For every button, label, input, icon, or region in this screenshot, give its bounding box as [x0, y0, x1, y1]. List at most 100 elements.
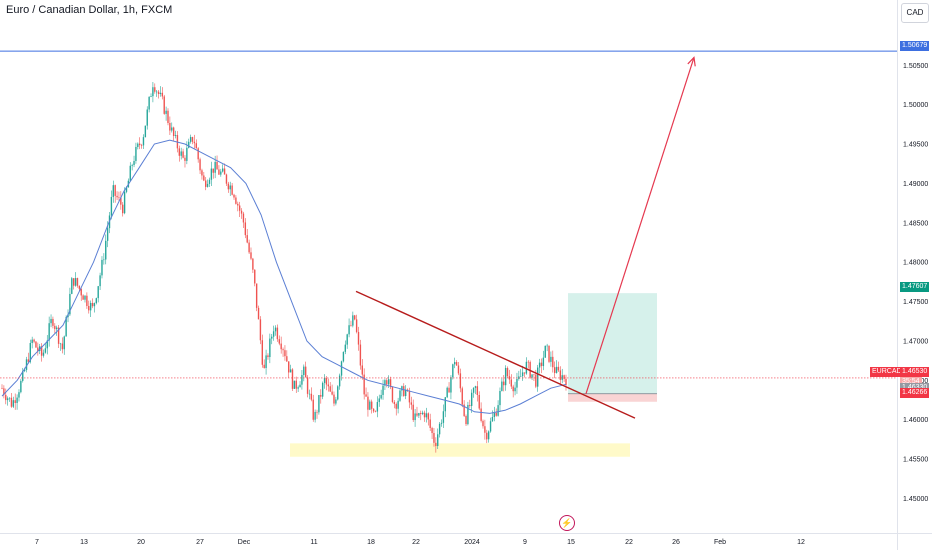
candle-body [437, 434, 439, 447]
candle-body [133, 160, 135, 165]
candle-body [140, 145, 143, 146]
candle-body [516, 378, 518, 388]
candle-body [23, 369, 26, 372]
candle-body [72, 278, 75, 286]
candle-body [25, 359, 28, 370]
candle-body [416, 413, 418, 416]
candle-body [88, 305, 90, 311]
candle-body [5, 394, 7, 401]
candle-body [376, 402, 379, 412]
y-tick-label: 1.48000 [903, 260, 928, 267]
candle-body [120, 197, 122, 205]
candle-body [491, 417, 494, 422]
candle-body [180, 151, 182, 156]
candle-body [56, 327, 58, 330]
x-tick-label: 7 [35, 539, 39, 546]
x-tick-label: 22 [625, 539, 633, 546]
candle-body [148, 96, 150, 110]
candle-body [210, 168, 213, 180]
candle-body [499, 390, 501, 406]
candle-body [52, 318, 54, 326]
candle-body [252, 258, 254, 270]
candle-body [480, 408, 482, 421]
x-tick-label: 20 [137, 539, 145, 546]
candle-body [476, 386, 479, 395]
candle-body [259, 319, 262, 341]
candle-body [420, 413, 422, 415]
candle-body [33, 339, 35, 342]
candle-body [452, 364, 454, 378]
candle-body [448, 387, 450, 393]
candle-body [240, 210, 243, 214]
candle-body [165, 110, 167, 114]
overlays-layer [0, 50, 897, 419]
current-price-tag: 1.46530 [900, 367, 930, 377]
candle-body [446, 387, 448, 398]
candle-body [455, 362, 458, 366]
candle-body [125, 187, 128, 192]
candle-body [372, 408, 375, 412]
candle-body [159, 92, 162, 95]
candle-body [369, 401, 371, 410]
candle-body [429, 419, 431, 429]
candle-body [225, 174, 228, 184]
y-tick-label: 1.49000 [903, 181, 928, 188]
candle-body [54, 325, 56, 330]
x-tick-label: 15 [567, 539, 575, 546]
candle-body [216, 161, 218, 170]
candle-body [86, 295, 88, 306]
candle-body [395, 404, 397, 409]
candle-body [310, 393, 313, 400]
candle-body [8, 397, 11, 399]
candle-body [506, 367, 509, 377]
candle-body [157, 91, 160, 95]
candle-body [355, 319, 358, 332]
candle-body [312, 399, 314, 420]
candle-body [171, 127, 173, 131]
candle-body [338, 375, 341, 387]
resistance-trendline [355, 290, 636, 419]
candle-body [374, 411, 377, 412]
candle-body [172, 127, 175, 136]
candle-body [387, 379, 390, 385]
candle-body [367, 396, 369, 410]
candle-body [404, 389, 407, 397]
candle-body [314, 411, 316, 420]
candle-body [435, 442, 437, 447]
candle-body [540, 362, 543, 367]
lightning-icon[interactable]: ⚡ [559, 515, 575, 531]
price-axis-divider [897, 0, 898, 550]
projection-arrow-head [687, 56, 696, 67]
candle-body [254, 269, 256, 284]
candle-body [152, 87, 154, 97]
y-tick-label: 1.49500 [903, 142, 928, 149]
candle-body [308, 393, 311, 395]
candle-body [378, 398, 380, 403]
candle-body [325, 378, 328, 385]
candle-body [129, 165, 131, 181]
candle-body [537, 367, 539, 387]
candle-body [371, 401, 373, 409]
candle-body [135, 146, 137, 161]
candle-body [186, 147, 188, 161]
candle-body [93, 303, 96, 307]
candle-body [389, 379, 392, 388]
candle-body [271, 336, 273, 339]
candle-body [393, 402, 396, 405]
y-tick-label: 1.46000 [903, 417, 928, 424]
candle-body [291, 369, 294, 389]
candle-body [35, 341, 37, 348]
candle-body [421, 412, 424, 415]
candle-body [401, 386, 403, 391]
candle-body [553, 367, 556, 373]
candle-body [412, 404, 414, 421]
stop-loss-zone [568, 393, 657, 402]
candle-body [303, 366, 305, 376]
candle-body [288, 361, 290, 373]
candle-body [263, 364, 265, 369]
candle-body [255, 283, 258, 308]
candle-body [78, 285, 81, 289]
candle-body [237, 203, 239, 206]
currency-button[interactable]: CAD [901, 3, 929, 23]
